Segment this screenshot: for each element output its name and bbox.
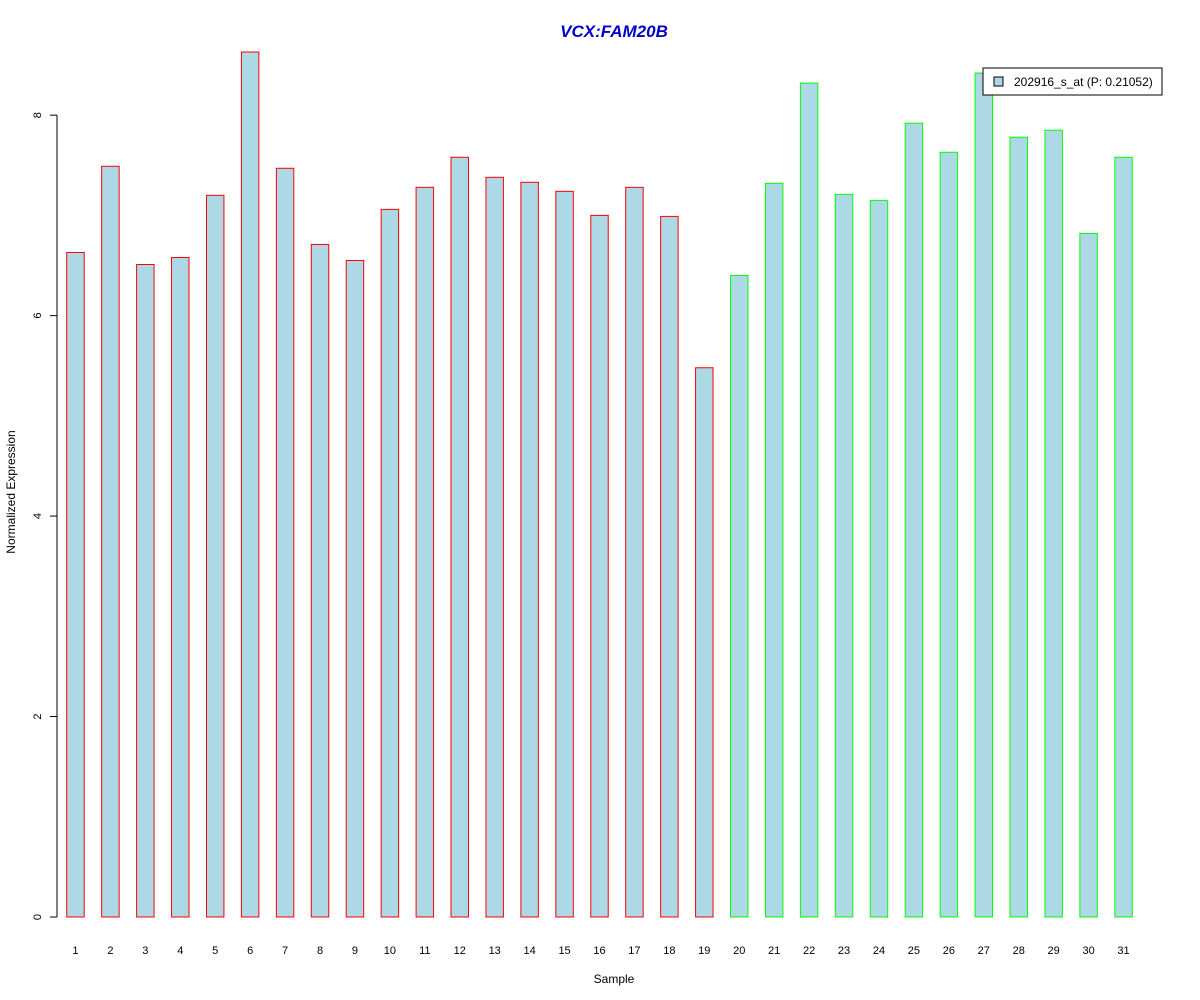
y-tick-label: 0 (32, 914, 44, 920)
legend: 202916_s_at (P: 0.21052) (982, 67, 1163, 96)
bar-sample-27 (974, 72, 994, 918)
bar-sample-3 (136, 264, 155, 918)
x-tick-label: 5 (212, 945, 218, 957)
x-tick-label: 27 (978, 945, 990, 957)
x-tick-label: 8 (317, 945, 323, 957)
x-tick-label: 22 (803, 945, 815, 957)
legend-box (982, 67, 1163, 96)
chart-title: VCX:FAM20B (560, 22, 668, 41)
x-tick-label: 25 (908, 945, 920, 957)
x-tick-label: 23 (838, 945, 850, 957)
bar-sample-11 (415, 186, 435, 918)
y-axis-title: Normalized Expression (4, 430, 18, 553)
bar-sample-29 (1044, 129, 1063, 918)
x-axis-title: Sample (594, 972, 635, 986)
legend-swatch (993, 76, 1004, 87)
bar-sample-10 (380, 208, 400, 918)
x-tick-label: 26 (943, 945, 955, 957)
y-tick-label: 4 (32, 513, 44, 519)
y-tick-label: 2 (32, 713, 44, 719)
x-tick-label: 31 (1117, 945, 1129, 957)
x-tick-label: 7 (282, 945, 288, 957)
bar-sample-2 (101, 165, 120, 918)
bar-sample-5 (205, 194, 225, 918)
bar-sample-16 (590, 214, 609, 918)
bar-sample-7 (275, 167, 295, 918)
bar-sample-26 (939, 151, 959, 918)
bar-sample-23 (834, 193, 854, 918)
bar-sample-12 (450, 156, 469, 918)
bars-group (66, 51, 1133, 918)
y-tick-label: 6 (32, 313, 44, 319)
x-tick-label: 6 (247, 945, 253, 957)
x-tick-label: 4 (177, 945, 183, 957)
x-tick-label: 11 (419, 945, 430, 957)
bar-sample-28 (1009, 136, 1028, 918)
x-tick-label: 13 (489, 945, 501, 957)
bar-sample-15 (555, 190, 574, 918)
x-tick-label: 9 (352, 945, 358, 957)
x-tick-label: 28 (1013, 945, 1025, 957)
x-tick-label: 10 (384, 945, 396, 957)
x-tick-label: 3 (142, 945, 148, 957)
legend-label: 202916_s_at (P: 0.21052) (1014, 75, 1153, 89)
x-tick-label: 18 (663, 945, 675, 957)
bar-sample-20 (730, 275, 749, 918)
x-tick-label: 14 (524, 945, 536, 957)
y-axis: 0 2 4 6 8 (32, 112, 58, 920)
bar-sample-4 (171, 256, 190, 918)
bar-sample-21 (764, 182, 784, 918)
bar-sample-25 (904, 122, 924, 918)
x-tick-label: 15 (558, 945, 570, 957)
x-tick-label: 20 (733, 945, 745, 957)
bar-sample-19 (695, 367, 714, 918)
x-tick-label: 2 (107, 945, 113, 957)
bar-sample-8 (310, 243, 330, 918)
x-tick-label: 19 (698, 945, 710, 957)
y-tick-label: 8 (32, 112, 44, 118)
x-tick-labels: 1 2 3 4 5 6 7 8 9 10 11 12 13 14 15 16 17 18 19 20 21 22 23 24 2… (72, 945, 1129, 957)
bar-sample-18 (660, 215, 679, 918)
x-tick-label: 17 (628, 945, 640, 957)
bar-sample-17 (625, 186, 644, 918)
bar-sample-14 (520, 181, 539, 918)
bar-sample-6 (240, 51, 260, 918)
x-tick-label: 1 (72, 945, 78, 957)
bar-sample-30 (1079, 232, 1098, 918)
bar-sample-22 (799, 82, 819, 918)
x-tick-label: 24 (873, 945, 885, 957)
bar-sample-9 (345, 259, 365, 918)
bar-sample-1 (66, 251, 85, 918)
x-tick-label: 29 (1048, 945, 1060, 957)
x-tick-label: 21 (768, 945, 780, 957)
bar-sample-13 (485, 176, 504, 918)
bar-sample-24 (869, 199, 889, 918)
x-tick-label: 16 (593, 945, 605, 957)
x-tick-label: 30 (1082, 945, 1094, 957)
bar-sample-31 (1114, 156, 1133, 918)
x-tick-label: 12 (454, 945, 466, 957)
